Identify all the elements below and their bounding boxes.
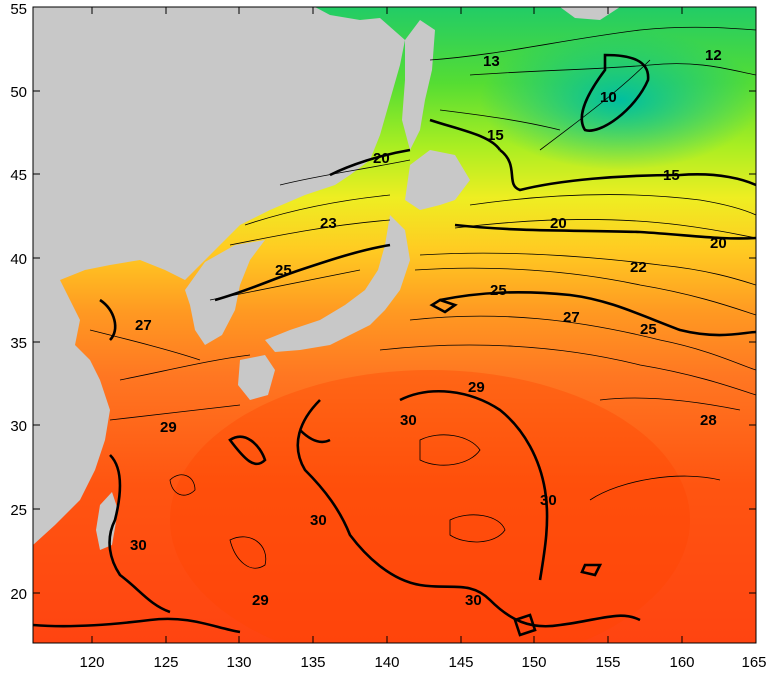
japan-kyushu (238, 355, 275, 400)
contour-label: 13 (483, 53, 500, 70)
contour-label: 15 (663, 167, 680, 184)
contour-label: 30 (465, 592, 482, 609)
y-tick-label: 35 (10, 335, 27, 352)
x-tick-label: 145 (448, 654, 473, 671)
x-tick-label: 150 (521, 654, 546, 671)
y-tick-label: 25 (10, 502, 27, 519)
contour-label: 28 (700, 412, 717, 429)
contour-label: 25 (640, 321, 657, 338)
contour-label: 22 (630, 259, 647, 276)
map-frame (32, 6, 757, 644)
y-tick-label: 50 (10, 84, 27, 101)
asia-mainland (33, 7, 405, 545)
y-axis-labels: 55 50 45 40 35 30 25 20 (10, 1, 27, 603)
warm-pool (170, 370, 690, 643)
contour-label: 25 (490, 282, 507, 299)
x-tick-label: 155 (595, 654, 620, 671)
x-tick-label: 165 (741, 654, 766, 671)
y-tick-label: 55 (10, 1, 27, 18)
contour-label: 12 (705, 47, 722, 64)
contour-label: 20 (550, 215, 567, 232)
y-tick-label: 30 (10, 418, 27, 435)
contour-label: 23 (320, 215, 337, 232)
contour-label: 15 (487, 127, 504, 144)
contour-label: 30 (310, 512, 327, 529)
x-tick-label: 120 (79, 654, 104, 671)
taiwan (96, 492, 118, 550)
tick-marks (33, 7, 756, 643)
contour-label: 20 (710, 235, 727, 252)
contour-label: 30 (400, 412, 417, 429)
x-tick-label: 160 (669, 654, 694, 671)
x-tick-label: 140 (374, 654, 399, 671)
thick-isotherms (33, 53, 756, 637)
contour-label: 20 (373, 150, 390, 167)
x-tick-label: 130 (226, 654, 251, 671)
contour-label: 30 (130, 537, 147, 554)
contour-label: 30 (540, 492, 557, 509)
y-tick-label: 20 (10, 586, 27, 603)
contour-label: 25 (275, 262, 292, 279)
y-tick-label: 40 (10, 251, 27, 268)
contour-label: 10 (600, 89, 617, 106)
japan-honshu (265, 215, 410, 352)
y-tick-label: 45 (10, 167, 27, 184)
japan-hokkaido (405, 150, 470, 210)
kamchatka (560, 7, 620, 20)
cold-core (480, 30, 756, 170)
contour-labels: 13 12 10 15 15 20 20 20 23 22 25 25 25 2… (130, 47, 727, 609)
x-tick-label: 125 (153, 654, 178, 671)
contour-label: 29 (468, 379, 485, 396)
contour-label: 29 (160, 419, 177, 436)
x-tick-label: 135 (300, 654, 325, 671)
sakhalin (402, 20, 435, 150)
contour-label: 27 (563, 309, 580, 326)
contour-label: 29 (252, 592, 269, 609)
korea-peninsula (185, 240, 265, 345)
x-axis-labels: 120 125 130 135 140 145 150 155 160 165 (79, 654, 766, 671)
contour-label: 27 (135, 317, 152, 334)
